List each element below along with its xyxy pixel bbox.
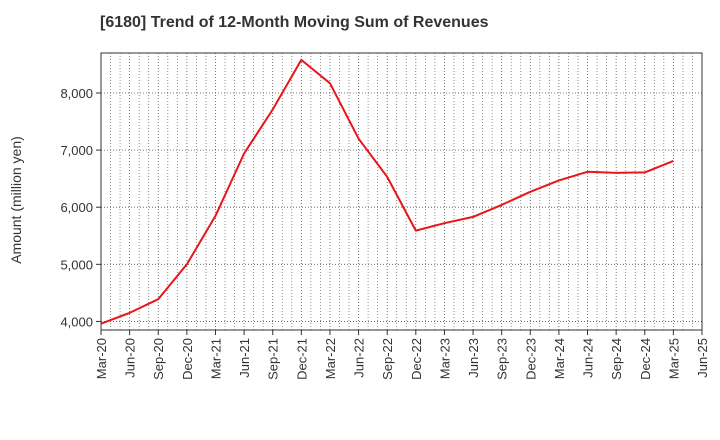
x-tick-label: Sep-22: [380, 338, 395, 380]
y-tick-label: 5,000: [60, 257, 93, 272]
x-tick-label: Sep-24: [609, 338, 624, 380]
series-line: [100, 58, 674, 325]
x-tick-label: Jun-21: [237, 338, 252, 378]
x-tick-label: Jun-25: [695, 338, 710, 378]
x-tick-label: Sep-21: [266, 338, 281, 380]
plot-frame: [100, 52, 703, 331]
x-tick-label: Jun-22: [352, 338, 367, 378]
x-tick-label: Jun-20: [123, 338, 138, 378]
x-tick-label: Mar-25: [666, 338, 681, 379]
y-tick-label: 4,000: [60, 314, 93, 329]
x-tick-label: Dec-23: [523, 338, 538, 380]
x-tick-label: Mar-24: [552, 338, 567, 379]
x-tick-label: Mar-21: [208, 338, 223, 379]
x-tick-label: Sep-23: [495, 338, 510, 380]
x-tick-label: Mar-22: [323, 338, 338, 379]
y-tick-label: 7,000: [60, 143, 93, 158]
y-tick-label: 8,000: [60, 86, 93, 101]
x-tick-label: Dec-21: [294, 338, 309, 380]
x-tick-label: Dec-24: [638, 338, 653, 380]
y-tick-label: 6,000: [60, 200, 93, 215]
x-tick-label: Dec-20: [180, 338, 195, 380]
x-tick-label: Jun-24: [581, 338, 596, 378]
x-tick-label: Jun-23: [466, 338, 481, 378]
x-tick-label: Dec-22: [409, 338, 424, 380]
x-tick-label: Sep-20: [151, 338, 166, 380]
x-tick-label: Mar-23: [437, 338, 452, 379]
x-tick-label: Mar-20: [94, 338, 109, 379]
chart-title: [6180] Trend of 12-Month Moving Sum of R…: [100, 14, 489, 31]
